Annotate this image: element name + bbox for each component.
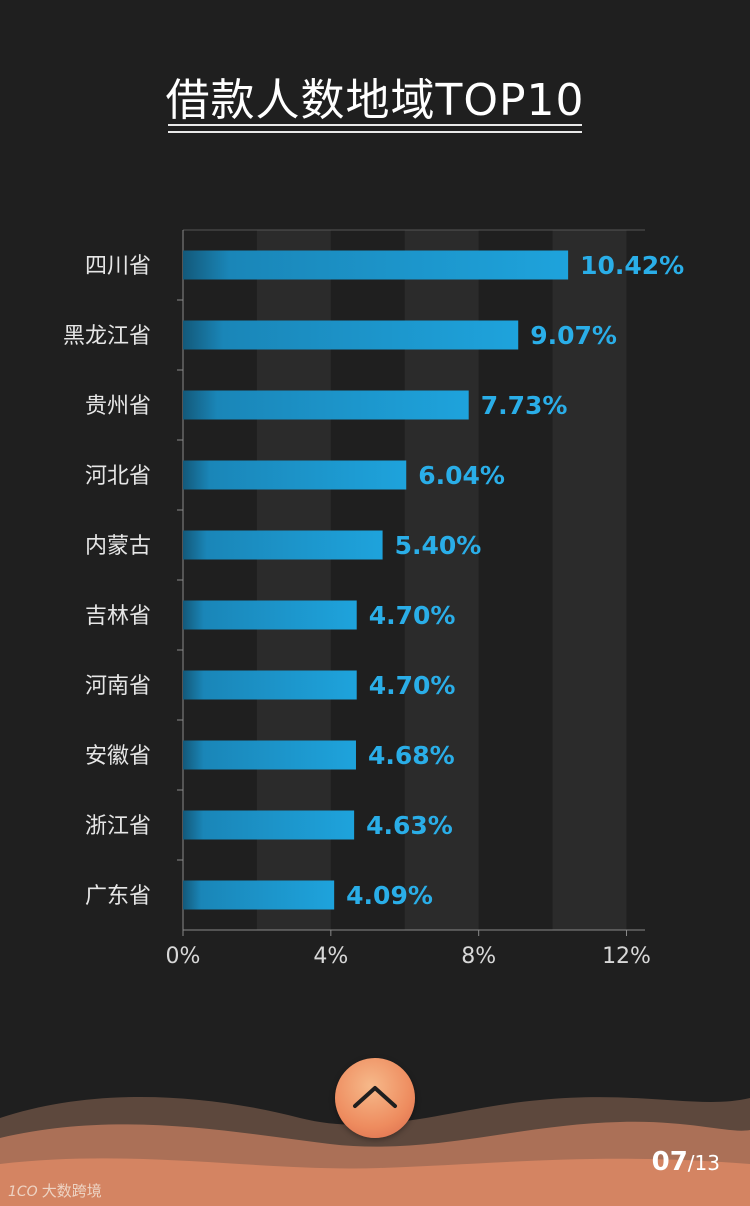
- category-label: 安徽省: [85, 744, 151, 769]
- bar: [183, 390, 469, 420]
- bar: [183, 600, 357, 630]
- x-tick-label: 0%: [166, 944, 201, 969]
- grid-band: [552, 230, 627, 930]
- title-underline: [168, 124, 582, 133]
- page-total: 13: [694, 1151, 720, 1175]
- category-label: 黑龙江省: [63, 324, 151, 349]
- category-label: 广东省: [85, 884, 151, 909]
- value-label: 10.42%: [580, 251, 684, 280]
- bar-chart: 0% 4% 8% 12% 四川省 10.42% 黑龙江省 9.07% 贵州省 7.73% 河北省 6…: [63, 229, 684, 969]
- x-tick-label: 12%: [602, 944, 651, 969]
- bar: [183, 320, 519, 350]
- category-label: 贵州省: [85, 394, 151, 419]
- category-label: 四川省: [85, 254, 151, 279]
- bar: [183, 810, 355, 840]
- category-label: 内蒙古: [85, 534, 151, 559]
- category-label: 吉林省: [85, 604, 151, 629]
- value-label: 9.07%: [530, 321, 617, 350]
- value-label: 5.40%: [395, 531, 482, 560]
- category-label: 河北省: [85, 464, 151, 489]
- x-tick-label: 4%: [313, 944, 348, 969]
- value-label: 4.63%: [366, 811, 453, 840]
- value-label: 4.70%: [369, 671, 456, 700]
- bar: [183, 250, 569, 280]
- value-label: 4.68%: [368, 741, 455, 770]
- watermark: 1CO 大数跨境: [8, 1180, 102, 1201]
- value-label: 4.70%: [369, 601, 456, 630]
- bar: [183, 460, 407, 490]
- watermark-text: 大数跨境: [41, 1182, 102, 1200]
- category-label: 浙江省: [85, 814, 151, 839]
- watermark-logo: 1CO: [8, 1184, 38, 1200]
- scroll-up-button[interactable]: [335, 1058, 415, 1138]
- x-tick-label: 8%: [461, 944, 496, 969]
- bar: [183, 880, 335, 910]
- page-indicator: 07/13: [652, 1147, 720, 1177]
- category-label: 河南省: [85, 674, 151, 699]
- bar: [183, 530, 383, 560]
- bar: [183, 670, 357, 700]
- page-separator: /: [687, 1151, 695, 1175]
- value-label: 7.73%: [481, 391, 568, 420]
- bar: [183, 740, 356, 770]
- chevron-up-icon: [353, 1086, 397, 1108]
- value-label: 4.09%: [346, 881, 433, 910]
- bottom-wave-decoration: [0, 1096, 750, 1206]
- page-current: 07: [651, 1147, 688, 1177]
- value-label: 6.04%: [418, 461, 505, 490]
- page-title: 借款人数地域TOP10: [165, 75, 585, 126]
